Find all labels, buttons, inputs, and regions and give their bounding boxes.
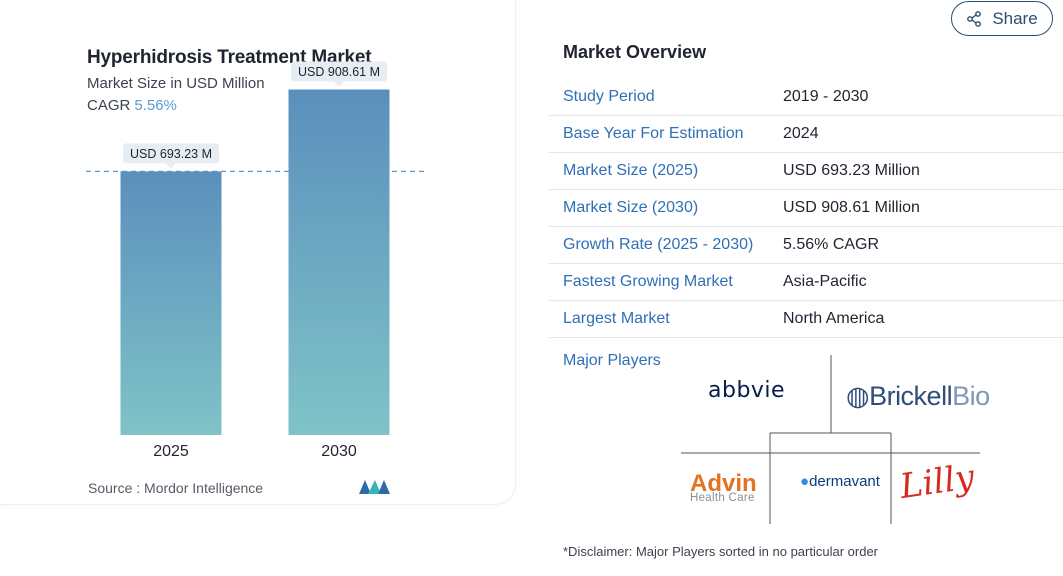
- data-label-pointer: [166, 163, 176, 169]
- chart-cagr: CAGR 5.56%: [87, 97, 177, 114]
- overview-row-study-period: Study Period 2019 - 2030: [549, 79, 1063, 116]
- dermavant-logo: ●dermavant: [800, 473, 880, 490]
- row-key[interactable]: Growth Rate (2025 - 2030): [563, 236, 754, 253]
- overview-row-market-size-2030: Market Size (2030) USD 908.61 Million: [549, 190, 1063, 227]
- share-label: Share: [992, 8, 1038, 28]
- row-value: Asia-Pacific: [783, 273, 867, 290]
- data-label-pointer: [334, 81, 344, 87]
- logo-grid-lines: [681, 355, 980, 524]
- chart-card: [0, 0, 516, 505]
- cagr-label: CAGR: [87, 97, 131, 114]
- x-tick-label: 2025: [153, 443, 189, 460]
- row-key[interactable]: Fastest Growing Market: [563, 273, 733, 290]
- advin-subtitle: Health Care: [690, 492, 755, 504]
- overview-table: Study Period 2019 - 2030 Base Year For E…: [549, 79, 1063, 338]
- data-label-box: [291, 61, 387, 82]
- row-key[interactable]: Base Year For Estimation: [563, 125, 744, 142]
- brickell-logo-mark-icon: ◍: [846, 381, 870, 411]
- droplet-icon: ●: [800, 473, 810, 490]
- row-key[interactable]: Market Size (2030): [563, 199, 699, 216]
- share-button[interactable]: Share: [951, 1, 1053, 36]
- data-label-box: [123, 143, 219, 164]
- brickell-bio-text: Bio: [952, 381, 990, 411]
- mordor-logo-icon: [359, 480, 390, 494]
- overview-row-base-year: Base Year For Estimation 2024: [549, 116, 1063, 153]
- advin-logo: Advin: [690, 470, 757, 497]
- row-value: North America: [783, 310, 885, 327]
- abbvie-logo: abbvie: [708, 378, 786, 403]
- row-key[interactable]: Market Size (2025): [563, 162, 699, 179]
- brickellbio-logo: ◍BrickellBio: [846, 381, 990, 412]
- data-label: USD 908.61 M: [298, 65, 380, 79]
- row-value: USD 693.23 Million: [783, 162, 920, 179]
- brickell-text: Brickell: [869, 381, 953, 411]
- bar-chart: USD 693.23 M 2025 USD 908.61 M 2030: [86, 61, 428, 460]
- row-value: 2019 - 2030: [783, 88, 869, 105]
- bar-2030: [288, 89, 390, 436]
- overview-row-largest-market: Largest Market North America: [549, 301, 1063, 338]
- share-icon: [967, 10, 982, 27]
- row-value: 2024: [783, 125, 819, 142]
- row-key[interactable]: Study Period: [563, 88, 655, 105]
- overview-row-growth-rate: Growth Rate (2025 - 2030) 5.56% CAGR: [549, 227, 1063, 264]
- row-value: USD 908.61 Million: [783, 199, 920, 216]
- disclaimer: *Disclaimer: Major Players sorted in no …: [563, 544, 879, 559]
- cagr-value: 5.56%: [134, 97, 177, 114]
- chart-source: Source : Mordor Intelligence: [88, 480, 264, 496]
- dermavant-text: dermavant: [809, 473, 880, 490]
- major-players-label: Major Players: [563, 352, 661, 369]
- overview-row-market-size-2025: Market Size (2025) USD 693.23 Million: [549, 153, 1063, 190]
- x-tick-label: 2030: [321, 443, 357, 460]
- row-value: 5.56% CAGR: [783, 236, 880, 253]
- chart-subtitle: Market Size in USD Million: [87, 75, 265, 92]
- data-label: USD 693.23 M: [130, 147, 212, 161]
- overview-title: Market Overview: [563, 42, 707, 62]
- overview-row-fastest-growing: Fastest Growing Market Asia-Pacific: [549, 264, 1063, 301]
- bar-2025: [120, 171, 222, 435]
- row-key[interactable]: Largest Market: [563, 310, 670, 327]
